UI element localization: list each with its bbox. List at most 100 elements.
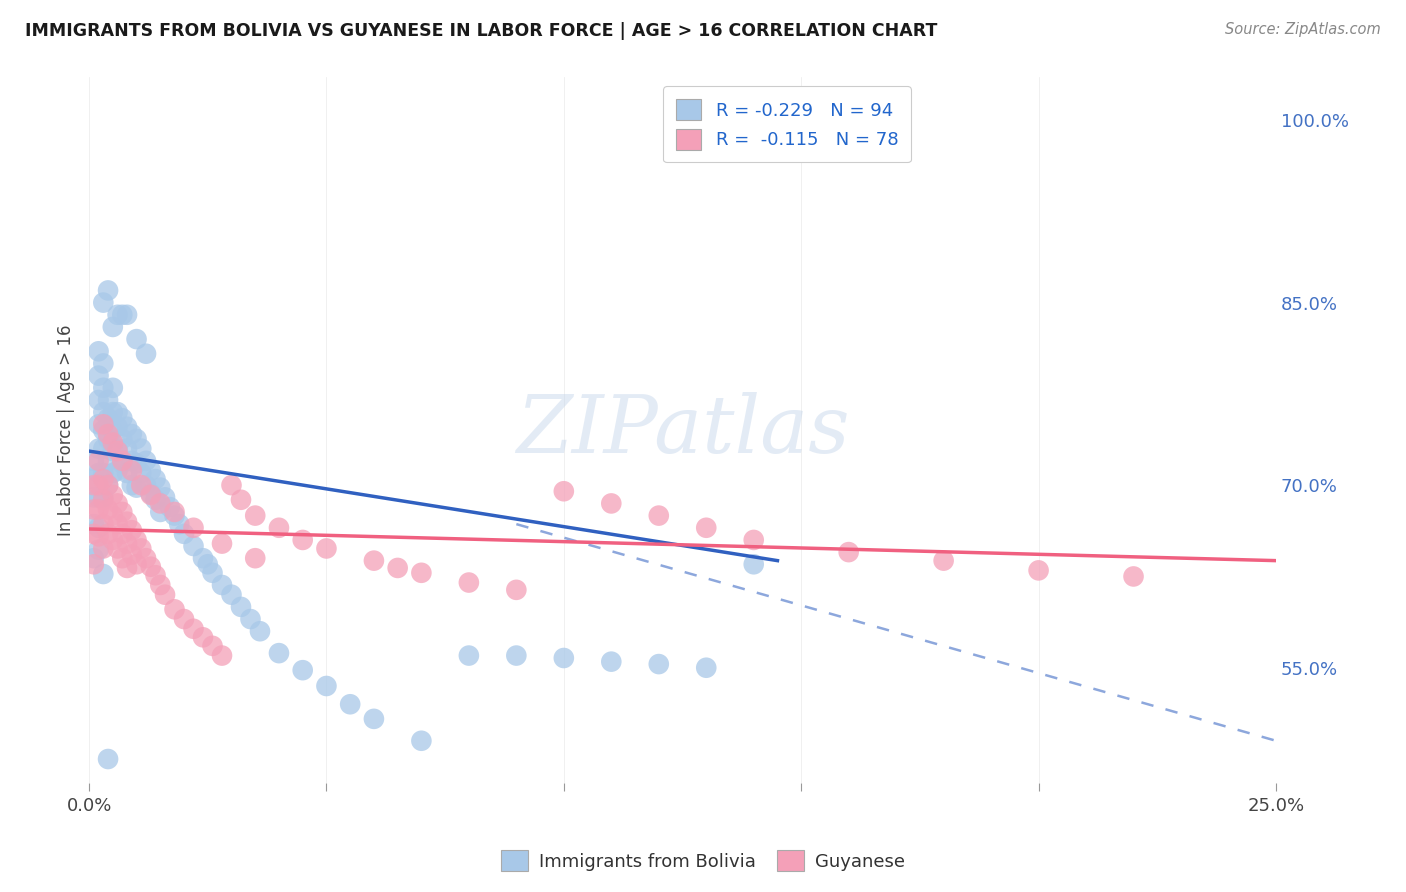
Point (1122, 569, 1144, 583)
Point (83, 472, 105, 486)
Point (97, 478, 120, 492)
Point (229, 492, 252, 507)
Point (107, 517, 129, 532)
Point (139, 559, 162, 574)
Point (135, 347, 157, 361)
Point (115, 308, 138, 322)
Point (183, 622, 205, 636)
Point (97, 454, 120, 468)
Point (97, 752, 120, 766)
Point (111, 454, 134, 468)
Point (87, 417, 110, 432)
Point (83, 526, 105, 541)
Point (125, 533, 148, 547)
Point (91, 356, 114, 370)
Point (411, 733, 433, 747)
Point (229, 599, 252, 614)
Point (121, 427, 143, 442)
Point (191, 551, 214, 566)
Point (159, 500, 181, 514)
Point (149, 505, 172, 519)
Point (163, 602, 186, 616)
Point (111, 308, 134, 322)
Point (648, 508, 671, 523)
Point (125, 481, 148, 495)
Point (139, 488, 162, 502)
Point (169, 517, 191, 532)
Point (87, 491, 110, 505)
Point (115, 466, 138, 480)
Point (315, 679, 337, 693)
Point (553, 651, 575, 665)
Point (600, 655, 623, 669)
Point (97, 502, 120, 516)
Point (125, 456, 148, 470)
Point (83, 502, 105, 516)
Point (87, 478, 110, 492)
Point (101, 488, 124, 502)
Point (87, 344, 110, 359)
Point (101, 466, 124, 480)
Point (107, 308, 129, 322)
Point (107, 405, 129, 419)
Point (91, 472, 114, 486)
Point (267, 521, 290, 535)
Point (135, 551, 157, 566)
Point (315, 541, 337, 556)
Point (87, 529, 110, 543)
Point (97, 284, 120, 298)
Point (87, 442, 110, 456)
Point (363, 712, 385, 726)
Point (87, 542, 110, 557)
Point (107, 464, 129, 478)
Point (221, 588, 243, 602)
Point (221, 478, 243, 492)
Point (91, 442, 114, 456)
Point (1028, 563, 1050, 577)
Point (339, 698, 361, 712)
Point (83, 454, 105, 468)
Point (267, 646, 290, 660)
Point (111, 526, 134, 541)
Point (87, 466, 110, 480)
Point (91, 424, 114, 438)
Legend: R = -0.229   N = 94, R =  -0.115   N = 78: R = -0.229 N = 94, R = -0.115 N = 78 (664, 87, 911, 162)
Point (173, 612, 195, 626)
Point (91, 491, 114, 505)
Point (183, 521, 205, 535)
Point (197, 558, 219, 572)
Point (742, 533, 765, 547)
Point (125, 558, 148, 572)
Point (91, 517, 114, 532)
Point (245, 551, 267, 566)
Point (211, 578, 233, 592)
Point (83, 478, 105, 492)
Point (83, 517, 105, 532)
Point (201, 639, 224, 653)
Point (145, 492, 167, 507)
Point (145, 472, 167, 486)
Point (83, 491, 105, 505)
Point (211, 648, 233, 663)
Point (97, 392, 120, 407)
Point (91, 492, 114, 507)
Point (191, 630, 214, 644)
Point (201, 566, 224, 580)
Point (97, 432, 120, 446)
Point (97, 411, 120, 425)
Point (129, 466, 152, 480)
Point (107, 419, 129, 434)
Point (139, 464, 162, 478)
Point (101, 435, 124, 450)
Point (87, 368, 110, 383)
Point (249, 624, 271, 639)
Point (87, 454, 110, 468)
Point (153, 491, 176, 505)
Point (107, 442, 129, 456)
Point (91, 541, 114, 556)
Point (648, 657, 671, 671)
Point (695, 661, 717, 675)
Point (111, 505, 134, 519)
Text: Source: ZipAtlas.com: Source: ZipAtlas.com (1225, 22, 1381, 37)
Point (387, 561, 409, 575)
